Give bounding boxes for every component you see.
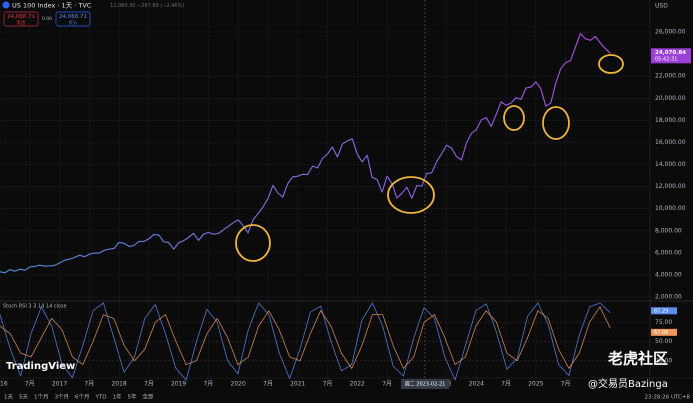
y-tick-label: 50.00 (655, 338, 672, 345)
indicator-value: 67.08 (654, 330, 668, 336)
y-tick-label: 22,000.00 (655, 73, 686, 80)
x-tick-label: 16 (0, 381, 8, 388)
buy-label: 买入 (69, 19, 78, 26)
range-button[interactable]: 1天 (4, 394, 13, 401)
brand-watermark: TradingView (6, 361, 75, 372)
y-tick-label: 14,000.00 (655, 161, 686, 168)
x-tick-label: 2020 (231, 381, 246, 388)
highlight-circle (503, 105, 525, 131)
crosshair-label-bg (401, 379, 450, 389)
x-tick-label: 2019 (171, 381, 186, 388)
range-button[interactable]: YTD (95, 395, 107, 401)
x-tick-label: 7月 (501, 381, 511, 388)
x-tick-label: 7月 (203, 381, 213, 388)
x-tick-label: 2022 (350, 381, 365, 388)
y-tick-label: 18,000.00 (655, 117, 686, 124)
range-button[interactable]: 1个月 (34, 394, 49, 401)
y-tick-label: 10,000.00 (655, 205, 686, 212)
symbol-logo (2, 1, 10, 9)
range-button[interactable]: 全部 (142, 393, 154, 401)
indicator-title[interactable]: Stoch RSI 3 3 14 14 close (3, 304, 67, 310)
x-tick-label: 7月 (323, 381, 333, 388)
y-tick-label: 6,000.00 (655, 249, 682, 256)
y-tick-label: 75.00 (655, 319, 672, 326)
sell-label: 卖出 (17, 19, 26, 26)
y-tick-label: 12,000.00 (655, 183, 686, 190)
x-tick-label: 2025 (528, 381, 543, 388)
currency: USD (655, 3, 668, 10)
series-line (0, 33, 611, 274)
range-button[interactable]: 6个月 (75, 394, 90, 401)
x-tick-label: 7月 (263, 381, 273, 388)
spread: 0.00 (42, 16, 52, 22)
y-tick-label: 2,000.00 (655, 294, 682, 301)
series-line (0, 302, 611, 381)
x-tick-label: 2021 (290, 381, 305, 388)
y-tick-label: 16,000.00 (655, 139, 686, 146)
y-tick-label: 20,000.00 (655, 95, 686, 102)
buy-price: 24,068.71 (59, 14, 87, 20)
symbol-title[interactable]: US 100 Index · 1天 · TVC (12, 2, 92, 10)
y-tick-label: 26,000.00 (655, 29, 686, 36)
x-tick-label: 2017 (52, 381, 67, 388)
x-tick-label: 7月 (561, 381, 571, 388)
y-tick-label: 25.00 (655, 357, 672, 364)
series-line (0, 306, 611, 369)
author-watermark: @交易员Bazinga (588, 377, 668, 390)
highlight-circle (235, 224, 271, 262)
ohlc: 12,060.30 −297.89 (−2.46%) (110, 3, 184, 9)
x-tick-label: 7月 (144, 381, 154, 388)
countdown: 05:42:31 (655, 56, 677, 62)
last-price-label: 24,070.84 (655, 50, 686, 56)
clock: 23:28:26 UTC+8 (645, 395, 691, 401)
indicator-value-bg (651, 328, 677, 336)
x-tick-label: 2024 (469, 381, 484, 388)
sell-button[interactable] (3, 11, 39, 27)
last-price-bg (651, 48, 691, 64)
y-tick-label: 8,000.00 (655, 227, 682, 234)
x-tick-label: 7月 (25, 381, 35, 388)
y-tick-label: 4,000.00 (655, 271, 682, 278)
sell-price: 24,068.71 (7, 14, 35, 20)
highlight-circle (598, 54, 624, 74)
highlight-circle (387, 176, 435, 214)
community-watermark: 老虎社区 (607, 350, 668, 368)
x-tick-label: 2018 (111, 381, 126, 388)
range-button[interactable]: 5年 (127, 393, 136, 401)
x-tick-label: 7月 (382, 381, 392, 388)
buy-button[interactable] (55, 11, 91, 27)
range-button[interactable]: 3个月 (55, 394, 70, 401)
highlight-circle (542, 106, 570, 140)
indicator-value: 87.29 (654, 308, 668, 314)
crosshair-label: 周二 2023-02-21 (405, 382, 446, 388)
range-button[interactable]: 5天 (19, 394, 28, 401)
x-tick-label: 7月 (84, 381, 94, 388)
indicator-value-bg (651, 307, 677, 315)
range-button[interactable]: 1年 (112, 393, 121, 401)
